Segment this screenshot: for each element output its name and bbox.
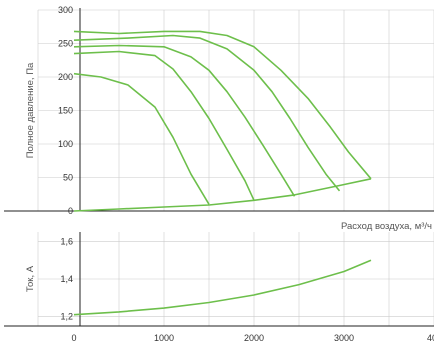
y-tick-label: 50 [63, 173, 73, 183]
y-tick-label: 1,4 [60, 274, 73, 284]
y-tick-label: 100 [58, 139, 73, 149]
x-tick-label: 400 [427, 333, 434, 343]
pressure-curve-2 [73, 50, 255, 201]
y-tick-label: 250 [58, 39, 73, 49]
x-tick-label: 3000 [334, 333, 354, 343]
pressure-curve-5 [73, 30, 372, 180]
x-tick-label: 1000 [154, 333, 174, 343]
y-axis-title: Полное давление, Па [25, 62, 36, 158]
y-tick-label: 1,6 [60, 236, 73, 246]
y-tick-label: 1,2 [60, 312, 73, 322]
y-tick-label: 200 [58, 72, 73, 82]
pressure-curve-3 [73, 44, 296, 197]
current-curve [73, 259, 372, 316]
y-tick-label: 0 [68, 206, 73, 216]
y-tick-label: 150 [58, 106, 73, 116]
pressure-curve-1 [73, 72, 210, 205]
x-axis-title: Расход воздуха, м³/ч [341, 221, 432, 232]
pressure-curve-4 [73, 34, 341, 192]
y-axis-title: Ток, А [25, 265, 36, 292]
x-tick-label: 0 [71, 333, 76, 343]
y-tick-label: 300 [58, 5, 73, 15]
x-tick-label: 2000 [244, 333, 264, 343]
pressure-curve-6 [73, 178, 372, 212]
